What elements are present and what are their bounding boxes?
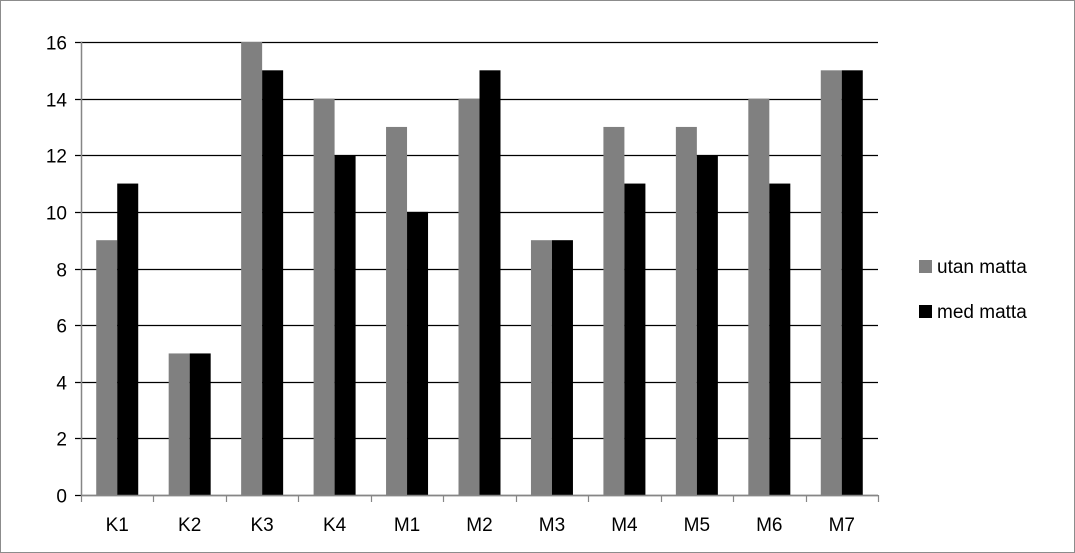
x-tick-label: K4 [323, 515, 347, 536]
bar [262, 70, 284, 495]
bar [168, 353, 190, 495]
bar [117, 183, 139, 495]
bar [696, 155, 718, 495]
x-tick-label: M5 [684, 515, 710, 536]
bar [841, 70, 863, 495]
legend-swatch [919, 305, 932, 318]
bar [96, 240, 118, 495]
x-tick-label: K2 [178, 515, 201, 536]
y-tick-label: 6 [56, 317, 67, 338]
bar [407, 211, 429, 495]
bar [458, 98, 480, 495]
bar [313, 98, 335, 495]
y-tick-label: 12 [46, 147, 67, 168]
x-tick-label: M2 [466, 515, 492, 536]
legend: utan matta med matta [919, 257, 1027, 323]
axes [80, 41, 880, 502]
bar [386, 126, 408, 495]
x-tick-label: M4 [611, 515, 638, 536]
bar [530, 240, 552, 495]
x-tick-label: M7 [829, 515, 855, 536]
y-tick-labels: 0 2 4 6 8 10 12 14 16 [46, 34, 68, 508]
x-tick-label: M6 [756, 515, 782, 536]
y-tick-label: 4 [56, 374, 67, 395]
y-tick-label: 2 [56, 430, 67, 451]
y-tick-label: 14 [46, 91, 68, 112]
y-tick-label: 8 [56, 261, 67, 282]
x-tick-labels: K1 K2 K3 K4 M1 M2 M3 M4 M5 M6 M7 [106, 515, 855, 536]
bar [820, 70, 842, 495]
bar [624, 183, 646, 495]
y-tick-label: 10 [46, 204, 67, 225]
bar [769, 183, 791, 495]
bar [675, 126, 697, 495]
x-tick-label: K1 [106, 515, 129, 536]
y-tick-label: 0 [56, 487, 67, 508]
legend-swatch [919, 260, 932, 273]
bar [189, 353, 211, 495]
bars [96, 42, 863, 495]
legend-label: utan matta [937, 257, 1027, 278]
x-tick-label: M1 [394, 515, 420, 536]
legend-label: med matta [937, 302, 1027, 323]
y-tick-label: 16 [46, 34, 67, 55]
bar [551, 240, 573, 495]
bar [479, 70, 501, 495]
bar [334, 155, 356, 495]
bar [603, 126, 625, 495]
bar [748, 98, 770, 495]
x-tick-label: M3 [539, 515, 565, 536]
bar [241, 42, 263, 495]
x-tick-label: K3 [251, 515, 274, 536]
